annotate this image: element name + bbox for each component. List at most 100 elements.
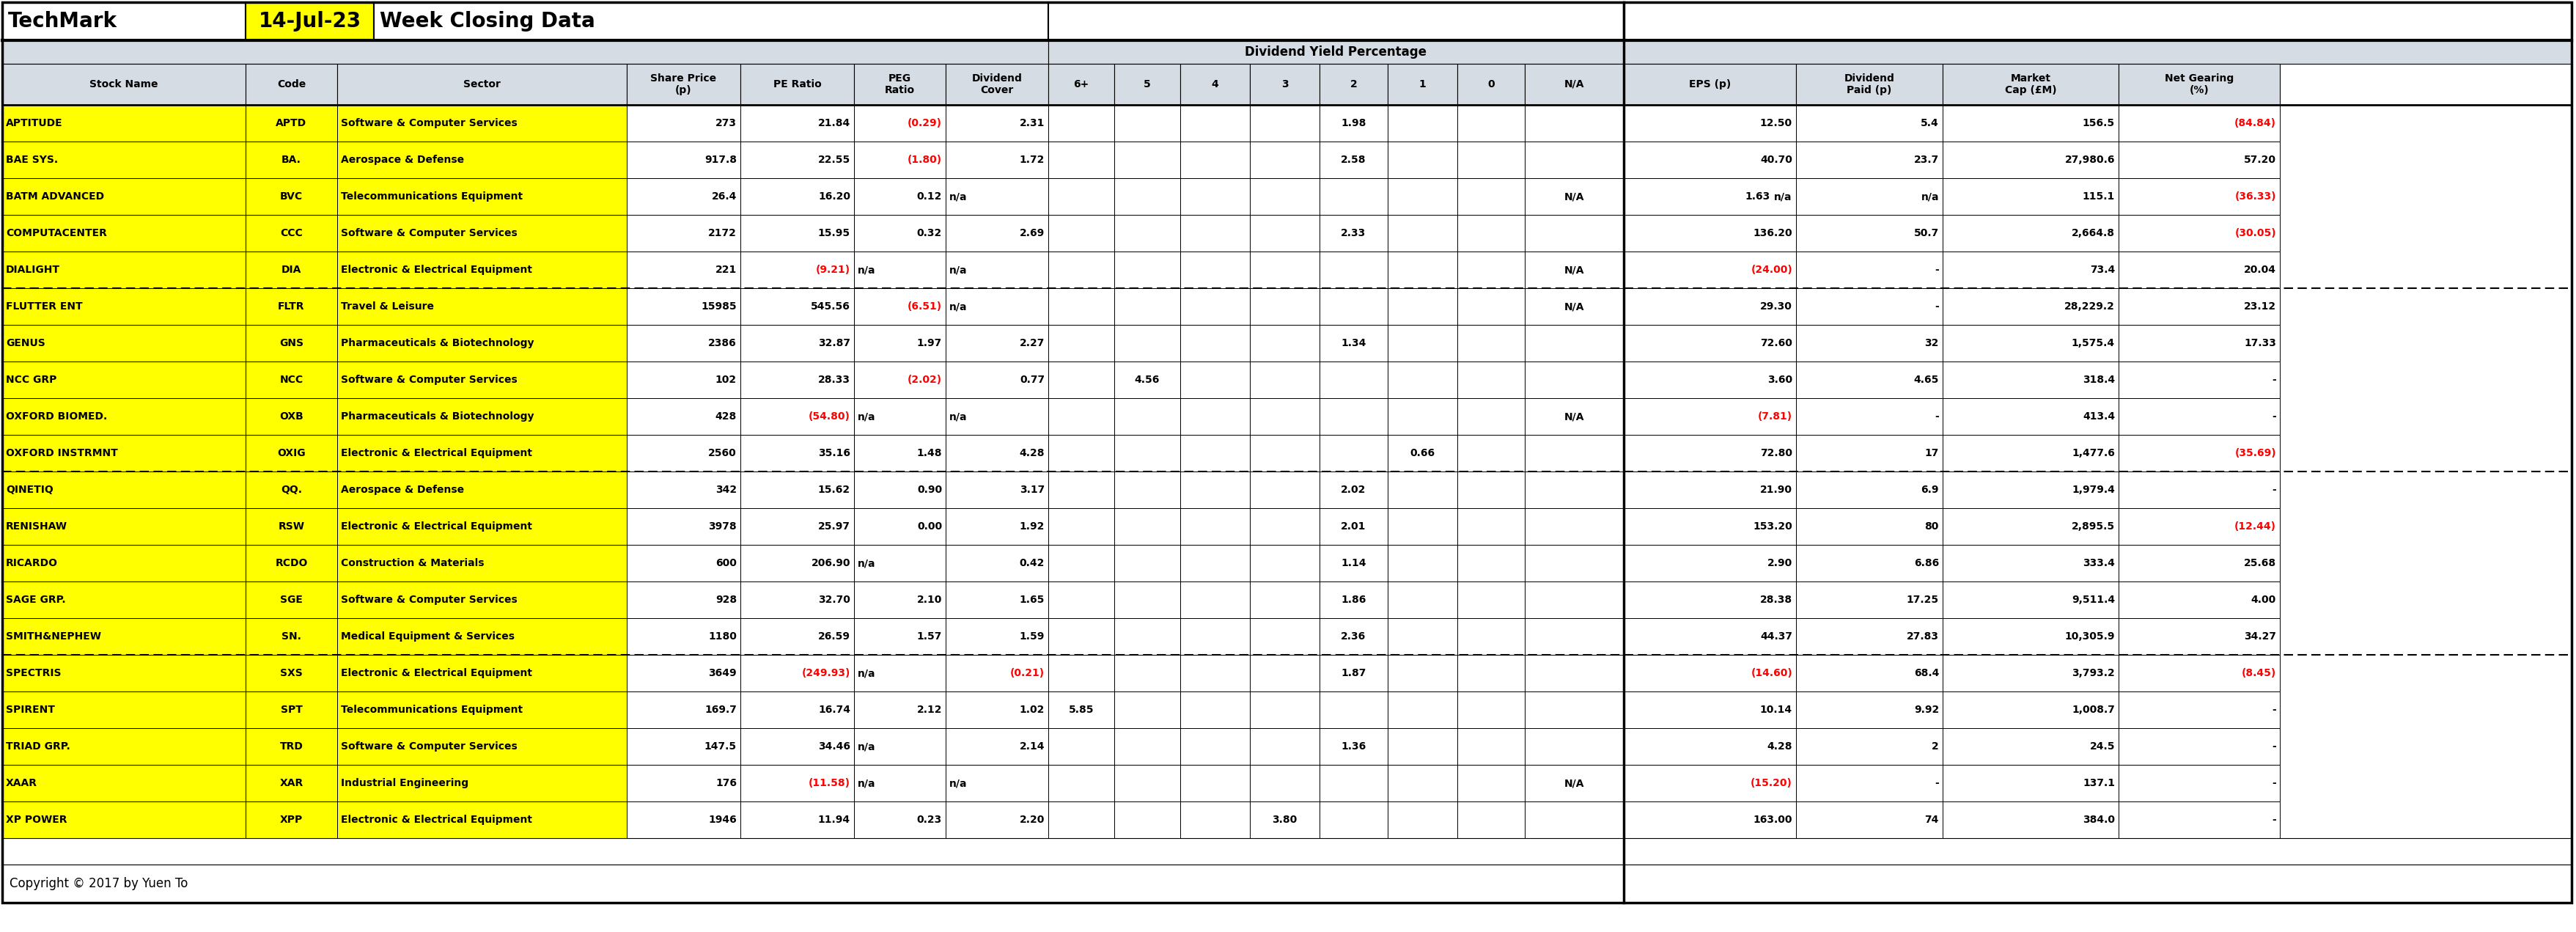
Bar (945, 728, 1048, 765)
Text: 14-Jul-23: 14-Jul-23 (258, 11, 361, 32)
Text: 2,895.5: 2,895.5 (2071, 521, 2115, 531)
Bar (1319, 63, 1388, 105)
Text: (11.58): (11.58) (809, 778, 850, 788)
Bar (1942, 362, 2117, 398)
Bar (1388, 288, 1458, 325)
Bar (3, 398, 245, 435)
Bar (1319, 765, 1388, 802)
Text: SPT: SPT (281, 705, 301, 715)
Text: 32.87: 32.87 (819, 338, 850, 349)
Bar (2117, 63, 2280, 105)
Bar (1525, 765, 1623, 802)
Text: BVC: BVC (281, 191, 304, 201)
Text: n/a: n/a (1922, 191, 1940, 201)
Text: (249.93): (249.93) (801, 668, 850, 678)
Bar (1458, 655, 1525, 692)
Bar (337, 398, 626, 435)
Bar (1180, 728, 1249, 765)
Bar (2117, 178, 2280, 215)
Bar (1319, 325, 1388, 362)
Bar (1388, 398, 1458, 435)
Bar (245, 582, 337, 618)
Bar (1319, 582, 1388, 618)
Bar (1319, 728, 1388, 765)
Bar (1795, 435, 1942, 472)
Bar (245, 508, 337, 545)
Text: 0: 0 (1486, 79, 1494, 89)
Bar (3, 178, 245, 215)
Bar (1458, 765, 1525, 802)
Bar (1623, 508, 1795, 545)
Bar (3, 325, 245, 362)
Bar (1525, 618, 1623, 655)
Text: 1,575.4: 1,575.4 (2071, 338, 2115, 349)
Text: 27.83: 27.83 (1906, 631, 1940, 641)
Bar (1458, 252, 1525, 288)
Text: 17: 17 (1924, 448, 1940, 459)
Bar (3, 692, 245, 728)
Bar (1458, 582, 1525, 618)
Text: N/A: N/A (1564, 411, 1584, 421)
Text: 545.56: 545.56 (811, 301, 850, 311)
Text: 15.95: 15.95 (819, 228, 850, 239)
Bar (1525, 692, 1623, 728)
Bar (1525, 178, 1623, 215)
Bar (1319, 545, 1388, 582)
Bar (1048, 142, 1115, 178)
Text: 2.36: 2.36 (1342, 631, 1365, 641)
Bar (245, 288, 337, 325)
Bar (1249, 582, 1319, 618)
Text: n/a: n/a (951, 191, 966, 201)
Bar (1525, 582, 1623, 618)
Bar (1180, 325, 1249, 362)
Bar (626, 105, 739, 142)
Bar (1115, 802, 1180, 838)
Text: 11.94: 11.94 (819, 815, 850, 825)
Text: 80: 80 (1924, 521, 1940, 531)
Bar (337, 63, 626, 105)
Bar (855, 178, 945, 215)
Text: 169.7: 169.7 (706, 705, 737, 715)
Bar (1458, 508, 1525, 545)
Bar (1795, 618, 1942, 655)
Text: 6.9: 6.9 (1922, 485, 1940, 495)
Text: n/a: n/a (1775, 191, 1793, 201)
Bar (3, 215, 245, 252)
Text: -: - (1935, 411, 1940, 421)
Bar (739, 655, 855, 692)
Bar (1623, 288, 1795, 325)
Bar (1795, 582, 1942, 618)
Text: 5.85: 5.85 (1069, 705, 1095, 715)
Text: DIA: DIA (281, 265, 301, 275)
Bar (1115, 288, 1180, 325)
Text: PE Ratio: PE Ratio (773, 79, 822, 89)
Bar (2117, 802, 2280, 838)
Bar (1319, 508, 1388, 545)
Text: DIALIGHT: DIALIGHT (5, 265, 59, 275)
Text: n/a: n/a (858, 778, 876, 788)
Bar (855, 618, 945, 655)
Bar (1942, 728, 2117, 765)
Bar (1623, 802, 1795, 838)
Bar (1388, 545, 1458, 582)
Text: (30.05): (30.05) (2233, 228, 2277, 239)
Bar (1623, 2, 2571, 40)
Text: 21.90: 21.90 (1759, 485, 1793, 495)
Bar (1249, 545, 1319, 582)
Bar (337, 582, 626, 618)
Text: XP POWER: XP POWER (5, 815, 67, 825)
Text: 32: 32 (1924, 338, 1940, 349)
Text: 3,793.2: 3,793.2 (2071, 668, 2115, 678)
Bar (1623, 692, 1795, 728)
Text: Net Gearing
(%): Net Gearing (%) (2164, 74, 2233, 95)
Bar (1942, 178, 2117, 215)
Bar (1115, 655, 1180, 692)
Text: OXIG: OXIG (278, 448, 307, 459)
Bar (2117, 142, 2280, 178)
Bar (1388, 105, 1458, 142)
Bar (626, 215, 739, 252)
Text: RENISHAW: RENISHAW (5, 521, 67, 531)
Bar (1249, 802, 1319, 838)
Text: 10,305.9: 10,305.9 (2066, 631, 2115, 641)
Text: 57.20: 57.20 (2244, 155, 2277, 165)
